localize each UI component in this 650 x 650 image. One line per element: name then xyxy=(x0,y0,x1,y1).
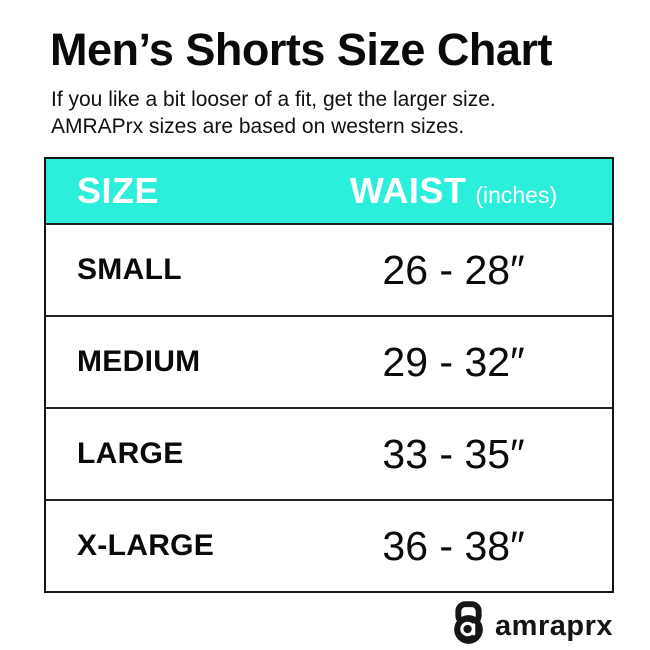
kettlebell-icon xyxy=(454,601,483,644)
header-size: SIZE xyxy=(77,170,160,211)
size-cell: X-LARGE xyxy=(77,529,215,562)
size-chart-table: SIZE WAIST (inches) SMALL 26 - 28″ MEDIU… xyxy=(44,157,614,593)
table-row-small: SMALL 26 - 28″ xyxy=(46,223,612,315)
size-cell: SMALL xyxy=(77,253,182,286)
brand-logo: amraprx xyxy=(450,601,613,645)
table-row-medium: MEDIUM 29 - 32″ xyxy=(46,315,612,407)
table-row-x-large: X-LARGE 36 - 38″ xyxy=(46,499,612,591)
size-cell: MEDIUM xyxy=(77,345,201,378)
subtitle-line-2: AMRAPrx sizes are based on western sizes… xyxy=(51,115,465,138)
table-row-large: LARGE 33 - 35″ xyxy=(46,407,612,499)
waist-cell: 33 - 35″ xyxy=(382,430,525,477)
brand-wordmark: amraprx xyxy=(495,609,613,642)
page-title: Men’s Shorts Size Chart xyxy=(50,24,552,75)
page-subtitle: If you like a bit looser of a fit, get t… xyxy=(51,86,496,140)
table-header-row: SIZE WAIST (inches) xyxy=(46,159,612,223)
size-cell: LARGE xyxy=(77,437,184,470)
header-waist: WAIST (inches) xyxy=(295,170,612,212)
waist-cell: 29 - 32″ xyxy=(382,338,525,385)
waist-cell: 36 - 38″ xyxy=(382,522,525,569)
header-waist-unit: (inches) xyxy=(475,182,558,208)
waist-cell: 26 - 28″ xyxy=(382,246,525,293)
subtitle-line-1: If you like a bit looser of a fit, get t… xyxy=(51,88,496,111)
header-waist-label: WAIST xyxy=(349,170,467,211)
